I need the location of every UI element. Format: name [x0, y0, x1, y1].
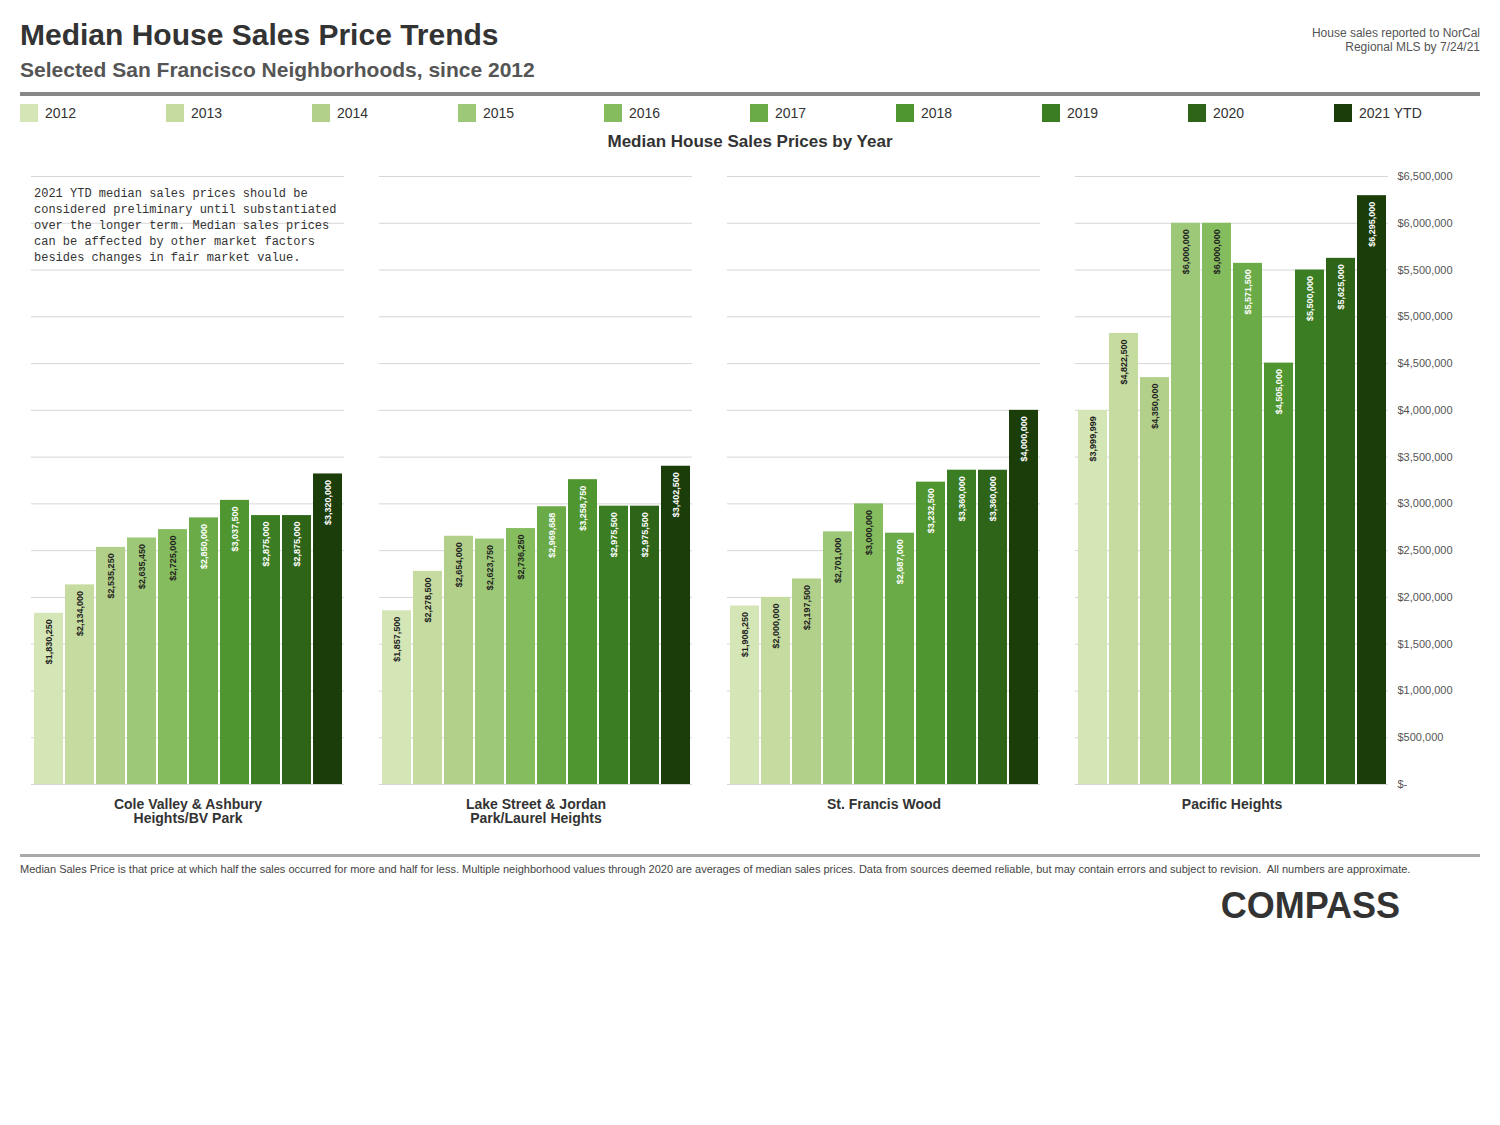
svg-text:$3,232,500: $3,232,500: [926, 488, 936, 533]
svg-text:$1,000,000: $1,000,000: [1398, 684, 1453, 696]
svg-text:$6,500,000: $6,500,000: [1398, 170, 1453, 182]
html-text:Median House Sales Prices by Y: Median House Sales Prices by Year: [607, 132, 893, 151]
html-text:Median Sales Price is that pri: Median Sales Price is that price at whic…: [20, 863, 1411, 875]
svg-text:$6,000,000: $6,000,000: [1212, 229, 1222, 274]
html-text:Median House Sales Price Trend: Median House Sales Price Trends: [20, 18, 499, 51]
svg-text:$2,875,000: $2,875,000: [261, 522, 271, 567]
svg-text:$2,736,250: $2,736,250: [516, 535, 526, 580]
html-text:COMPASS: COMPASS: [1220, 885, 1400, 926]
html-text:2017: 2017: [775, 105, 807, 121]
html-text:2019: 2019: [1067, 105, 1099, 121]
svg-text:$5,625,000: $5,625,000: [1336, 264, 1346, 309]
svg-text:$2,278,500: $2,278,500: [423, 577, 433, 622]
svg-text:$3,999,999: $3,999,999: [1088, 416, 1098, 461]
svg-text:$5,571,500: $5,571,500: [1243, 269, 1253, 314]
svg-text:$2,623,750: $2,623,750: [485, 545, 495, 590]
svg-text:St. Francis Wood: St. Francis Wood: [827, 796, 941, 812]
svg-text:$2,134,000: $2,134,000: [75, 591, 85, 636]
html-text:2020: 2020: [1213, 105, 1245, 121]
svg-text:$2,635,450: $2,635,450: [137, 544, 147, 589]
svg-text:$1,830,250: $1,830,250: [44, 619, 54, 664]
html-text:2012: 2012: [45, 105, 77, 121]
svg-text:$4,000,000: $4,000,000: [1398, 404, 1453, 416]
svg-text:Cole Valley & AshburyHeights/B: Cole Valley & AshburyHeights/BV Park: [114, 796, 262, 826]
svg-text:$3,258,750: $3,258,750: [578, 486, 588, 531]
svg-text:$2,975,500: $2,975,500: [640, 512, 650, 557]
svg-text:$500,000: $500,000: [1398, 731, 1444, 743]
svg-text:$6,000,000: $6,000,000: [1398, 217, 1453, 229]
html-text:2015: 2015: [483, 105, 515, 121]
svg-text:$2,975,500: $2,975,500: [609, 512, 619, 557]
svg-text:$4,500,000: $4,500,000: [1398, 357, 1453, 369]
svg-text:$6,000,000: $6,000,000: [1181, 229, 1191, 274]
svg-text:$1,500,000: $1,500,000: [1398, 638, 1453, 650]
svg-text:Lake Street & JordanPark/Laure: Lake Street & JordanPark/Laurel Heights: [466, 796, 606, 826]
html-text:Selected San Francisco Neighbo: Selected San Francisco Neighborhoods, si…: [20, 58, 535, 81]
html-text:2014: 2014: [337, 105, 369, 121]
svg-text:$2,000,000: $2,000,000: [771, 603, 781, 648]
svg-text:$3,500,000: $3,500,000: [1398, 451, 1453, 463]
svg-text:$6,295,000: $6,295,000: [1367, 202, 1377, 247]
svg-text:$4,000,000: $4,000,000: [1019, 416, 1029, 461]
svg-text:$3,000,000: $3,000,000: [1398, 497, 1453, 509]
svg-text:$2,000,000: $2,000,000: [1398, 591, 1453, 603]
svg-text:$3,360,000: $3,360,000: [957, 476, 967, 521]
svg-text:$2,701,000: $2,701,000: [833, 538, 843, 583]
svg-text:$3,320,000: $3,320,000: [323, 480, 333, 525]
svg-text:$3,000,000: $3,000,000: [864, 510, 874, 555]
svg-text:$5,500,000: $5,500,000: [1398, 264, 1453, 276]
html-text:2021 YTD median sales prices s: 2021 YTD median sales prices should be c…: [34, 187, 337, 265]
svg-text:$3,360,000: $3,360,000: [988, 476, 998, 521]
svg-text:Pacific Heights: Pacific Heights: [1182, 796, 1283, 812]
svg-text:$2,850,000: $2,850,000: [199, 524, 209, 569]
svg-text:$4,350,000: $4,350,000: [1150, 384, 1160, 429]
svg-text:$2,197,500: $2,197,500: [802, 585, 812, 630]
svg-text:$3,037,500: $3,037,500: [230, 506, 240, 551]
html-text:2016: 2016: [629, 105, 661, 121]
svg-text:$1,908,250: $1,908,250: [740, 612, 750, 657]
svg-text:$2,500,000: $2,500,000: [1398, 544, 1453, 556]
html-text:2018: 2018: [921, 105, 953, 121]
svg-text:$5,500,000: $5,500,000: [1305, 276, 1315, 321]
html-text:2021 YTD: 2021 YTD: [1359, 105, 1422, 121]
svg-text:$2,969,688: $2,969,688: [547, 513, 557, 558]
svg-text:$4,505,000: $4,505,000: [1274, 369, 1284, 414]
svg-text:$1,857,500: $1,857,500: [392, 617, 402, 662]
html-text:House sales reported to NorCal: House sales reported to NorCal Regional …: [1311, 26, 1480, 54]
svg-text:$2,535,250: $2,535,250: [106, 553, 116, 598]
svg-text:$4,822,500: $4,822,500: [1119, 339, 1129, 384]
svg-text:$2,725,000: $2,725,000: [168, 536, 178, 581]
html-text:2013: 2013: [191, 105, 223, 121]
svg-text:$2,875,000: $2,875,000: [292, 522, 302, 567]
svg-text:$2,654,000: $2,654,000: [454, 542, 464, 587]
svg-text:$3,402,500: $3,402,500: [671, 472, 681, 517]
svg-text:$2,687,000: $2,687,000: [895, 539, 905, 584]
svg-text:$-: $-: [1398, 778, 1408, 790]
svg-text:$5,000,000: $5,000,000: [1398, 310, 1453, 322]
